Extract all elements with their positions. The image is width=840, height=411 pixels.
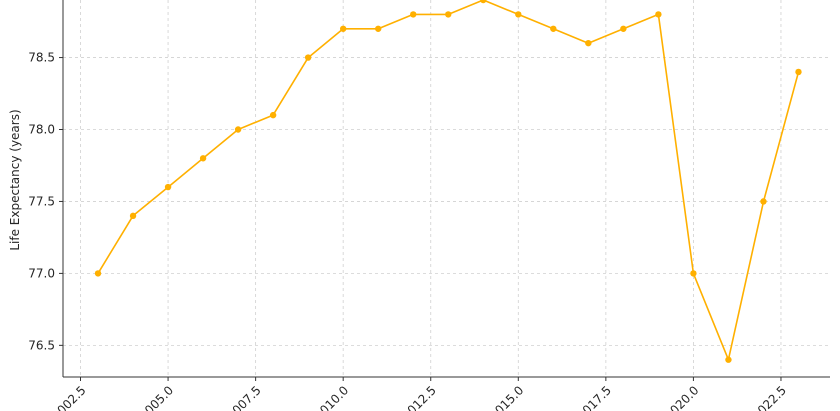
data-point: [725, 356, 732, 363]
data-point: [410, 11, 417, 18]
x-tick-label: 2007.5: [224, 383, 264, 411]
y-tick-label: 77.5: [28, 194, 55, 208]
x-tick-label: 2022.5: [749, 383, 789, 411]
x-tick-label: 2002.5: [49, 383, 89, 411]
y-tick-label: 78.5: [28, 51, 55, 65]
x-tick-label: 2010.0: [312, 383, 352, 411]
data-point: [585, 39, 592, 47]
data-point: [760, 198, 767, 205]
x-tick-label: 2020.0: [662, 383, 702, 411]
x-tick-label: 2017.5: [574, 383, 614, 411]
data-point: [375, 25, 382, 32]
data-point: [690, 270, 697, 277]
data-point: [515, 11, 522, 18]
data-point: [129, 212, 137, 220]
y-tick-label: 76.5: [28, 338, 55, 352]
x-tick-label: 2015.0: [487, 383, 527, 411]
series-line: [97, 0, 800, 361]
tick-labels: 76.5 77.0 77.5 78.0 78.5 2002.5 2005.0 2007.5 20…: [28, 51, 789, 411]
data-point: [550, 25, 557, 32]
data-point: [94, 270, 102, 277]
data-point: [795, 68, 802, 76]
data-point: [164, 183, 172, 191]
data-point: [304, 54, 312, 61]
data-point: [339, 25, 347, 32]
data-point: [620, 25, 627, 32]
x-tick-label: 2005.0: [137, 383, 177, 411]
y-axis-label: Life Expectancy (years): [8, 109, 22, 250]
data-point: [234, 126, 242, 133]
axes: [59, 0, 830, 381]
data-point: [269, 111, 277, 119]
data-point: [480, 0, 487, 4]
data-point: [445, 11, 452, 18]
y-tick-label: 77.0: [28, 266, 55, 280]
data-point: [655, 11, 662, 18]
x-tick-label: 2012.5: [399, 383, 439, 411]
series-plot: [94, 0, 802, 363]
y-tick-label: 78.0: [28, 123, 55, 137]
data-point: [199, 155, 207, 162]
grid-lines: [63, 0, 830, 377]
